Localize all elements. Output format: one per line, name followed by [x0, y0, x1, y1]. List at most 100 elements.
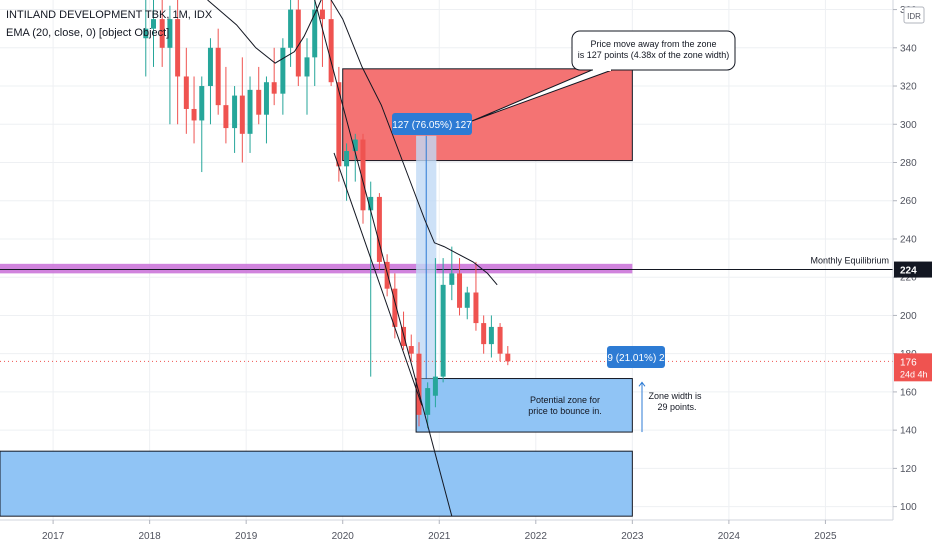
- plot-area: [0, 0, 893, 520]
- candles: [143, 0, 511, 429]
- candle-body: [384, 261, 390, 289]
- measure-badge: 127 (76.05%) 127: [392, 113, 472, 135]
- candle-body: [183, 76, 189, 109]
- measure-small-badge-label: 29 (21.01%) 29: [602, 353, 671, 364]
- candle-up: [199, 76, 205, 173]
- y-tick-label: 120: [900, 464, 917, 475]
- candle-down: [473, 261, 479, 331]
- callout-bubble: Price move away from the zone is 127 poin…: [471, 30, 736, 122]
- candle-up: [288, 0, 294, 67]
- x-tick-label: 2021: [428, 531, 451, 542]
- callout-text: Price move away from the zone is 127 poin…: [578, 39, 730, 60]
- y-tick-label: 240: [900, 234, 917, 245]
- chart-legend: INTILAND DEVELOPMENT TBK, 1M, IDX EMA (2…: [6, 6, 212, 42]
- candle-up: [143, 0, 149, 77]
- candle-down: [215, 28, 221, 115]
- x-tick-label: 2019: [235, 531, 258, 542]
- candle-down: [360, 133, 366, 224]
- candle-body: [401, 326, 407, 347]
- candle-up: [344, 143, 350, 201]
- candle-down: [223, 66, 229, 144]
- x-tick-label: 2024: [718, 531, 741, 542]
- equilibrium-price-tag-label: 224: [900, 266, 917, 277]
- candle-body: [360, 139, 366, 211]
- candle-down: [319, 0, 325, 67]
- x-tick-label: 2018: [139, 531, 162, 542]
- indicator-label[interactable]: EMA (20, close, 0) [object Object]: [6, 27, 170, 39]
- y-tick-label: 320: [900, 82, 917, 93]
- zone-width-text: Zone width is 29 points.: [648, 391, 702, 412]
- ema-line: [207, 0, 498, 286]
- candle-body: [223, 105, 229, 129]
- x-tick-label: 2025: [814, 531, 837, 542]
- candle-down: [183, 47, 189, 134]
- zone-width-line: 29 points.: [657, 402, 696, 412]
- measure-small-badge: 29 (21.01%) 29: [602, 346, 671, 368]
- candle-body: [271, 82, 277, 94]
- candle-down: [328, 0, 334, 87]
- candle-down: [336, 66, 342, 182]
- candle-body: [263, 82, 269, 115]
- candle-body: [151, 19, 156, 29]
- equilibrium-label: Monthly Equilibrium: [810, 256, 889, 266]
- candle-up: [232, 86, 238, 153]
- candle-down: [175, 0, 181, 125]
- lower-demand-zone: [0, 450, 633, 517]
- measure-badge-bg: [392, 113, 472, 135]
- candle-down: [408, 334, 414, 362]
- candle-up: [488, 315, 494, 358]
- x-tick-label: 2022: [525, 531, 548, 542]
- candle-body: [432, 376, 438, 396]
- callout-box: [571, 30, 736, 71]
- candle-body: [464, 292, 470, 308]
- x-tick-label: 2023: [621, 531, 644, 542]
- candle-body: [280, 47, 286, 94]
- currency-badge-box: [903, 6, 925, 24]
- candle-body: [488, 326, 494, 345]
- y-tick-label: 220: [900, 273, 917, 284]
- candle-down: [457, 258, 463, 316]
- candle-body: [328, 19, 334, 83]
- candle-body: [473, 292, 479, 324]
- y-tick-label: 200: [900, 311, 917, 322]
- candle-down: [416, 342, 422, 427]
- x-tick-label: 2017: [42, 531, 65, 542]
- currency-badge: IDR: [903, 6, 925, 24]
- candle-body: [457, 273, 463, 308]
- measure-small-badge-bg: [607, 346, 665, 368]
- candle-up: [425, 382, 431, 429]
- candle-body: [167, 19, 173, 48]
- grid-lines: [0, 0, 893, 520]
- equilibrium-price-tag: 224: [894, 261, 932, 278]
- candle-down: [505, 346, 511, 366]
- candle-body: [352, 139, 358, 152]
- candle-body: [497, 326, 503, 354]
- candle-body: [191, 108, 197, 121]
- candle-down: [159, 0, 165, 67]
- zone-note-text: Potential zone for price to bounce in.: [528, 395, 602, 416]
- y-tick-label: 260: [900, 196, 917, 207]
- measure-badge-label: 127 (76.05%) 127: [392, 120, 472, 131]
- candle-body: [376, 196, 382, 262]
- zone-width-line: Zone width is: [648, 391, 702, 401]
- candle-body: [425, 388, 431, 415]
- candle-body: [416, 353, 422, 415]
- candle-up: [304, 38, 310, 115]
- current-price-tag-label: 176: [900, 357, 917, 368]
- candle-down: [256, 66, 262, 125]
- symbol-title[interactable]: INTILAND DEVELOPMENT TBK, 1M, IDX: [6, 9, 213, 21]
- candle-body: [440, 284, 446, 377]
- y-tick-label: 100: [900, 502, 917, 513]
- y-tick-label: 280: [900, 158, 917, 169]
- candle-body: [392, 288, 398, 327]
- candle-down: [191, 76, 197, 144]
- candle-up: [151, 0, 156, 67]
- candle-body: [304, 57, 310, 77]
- candle-up: [464, 286, 470, 320]
- callout-line: Price move away from the zone: [590, 39, 716, 49]
- zone-note-line: Potential zone for: [530, 395, 600, 405]
- candle-body: [247, 89, 253, 134]
- demand-zone: [415, 378, 633, 433]
